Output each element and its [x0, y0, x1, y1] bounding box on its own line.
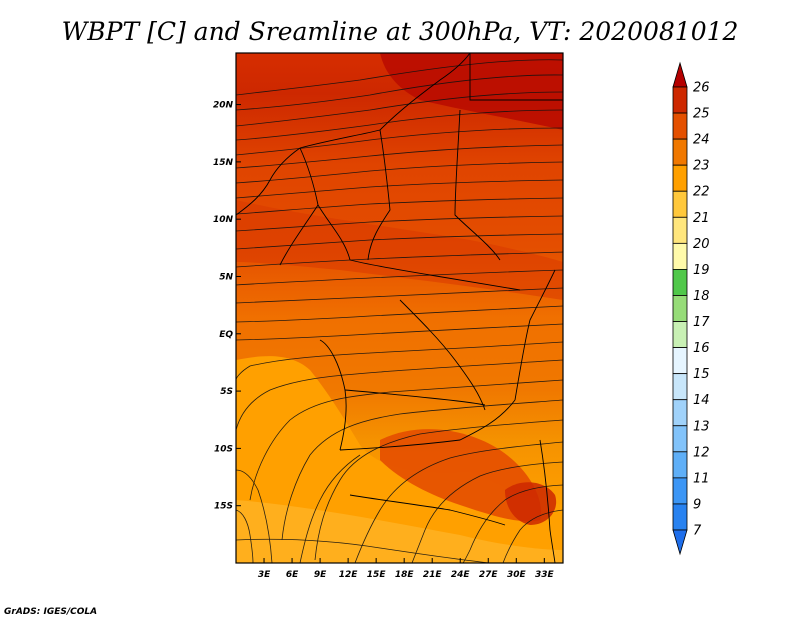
colorbar-swatch [672, 112, 688, 140]
colorbar: 26 25 24 23 22 21 20 19 18 17 16 15 14 13 12 11 9 7 [672, 61, 710, 556]
x-tick-label: 30E [507, 570, 527, 580]
colorbar-bottom-arrow [672, 529, 688, 556]
y-tick-label: 15N [213, 158, 234, 168]
map-panel [236, 53, 563, 563]
x-tick-label: 6E [286, 570, 299, 580]
colorbar-swatch [672, 321, 688, 348]
colorbar-label: 16 [693, 341, 710, 356]
y-axis: 20N 15N 10N 5N EQ 5S 10S 15S [213, 101, 241, 512]
chart-title: WBPT [C] and Sreamline at 300hPa, VT: 20… [62, 17, 739, 46]
colorbar-label: 26 [693, 81, 710, 96]
colorbar-label: 11 [693, 471, 710, 486]
colorbar-swatch [672, 242, 688, 270]
colorbar-label: 23 [693, 159, 710, 174]
x-tick-label: 24E [451, 570, 471, 580]
x-tick-label: 27E [479, 570, 499, 580]
y-tick-label: 5S [220, 387, 233, 397]
colorbar-label: 20 [693, 237, 710, 252]
y-tick-label: 10N [213, 215, 234, 225]
colorbar-label: 7 [693, 524, 702, 539]
colorbar-swatch [672, 138, 688, 166]
colorbar-swatch [672, 190, 688, 218]
map-frame [235, 52, 564, 564]
colorbar-label: 24 [693, 133, 710, 148]
colorbar-label: 25 [693, 107, 710, 122]
wbpt-cool-tongue-lower [236, 500, 563, 563]
colorbar-swatch [672, 373, 688, 401]
streamlines [236, 59, 563, 563]
colorbar-swatch [672, 269, 688, 296]
colorbar-swatch [672, 399, 688, 427]
x-tick-label: 18E [395, 570, 415, 580]
colorbar-swatch [672, 216, 688, 244]
colorbar-label: 22 [693, 185, 710, 200]
x-tick-label: 12E [339, 570, 359, 580]
colorbar-label: 14 [693, 393, 710, 408]
colorbar-label: 21 [693, 211, 710, 226]
colorbar-label: 15 [693, 367, 710, 382]
x-tick-label: 3E [258, 570, 271, 580]
x-tick-label: 33E [535, 570, 555, 580]
y-tick-label: 10S [214, 444, 233, 454]
y-tick-label: EQ [219, 330, 233, 340]
y-tick-label: 5N [219, 272, 233, 282]
colorbar-label: 13 [693, 419, 710, 434]
colorbar-label: 12 [693, 445, 710, 460]
colorbar-swatch [672, 503, 688, 531]
colorbar-label: 19 [693, 263, 710, 278]
grads-credit: GrADS: IGES/COLA [4, 607, 97, 617]
colorbar-label: 18 [693, 289, 710, 304]
colorbar-swatch [672, 425, 688, 453]
wbpt-warm-band-central [236, 200, 563, 300]
x-tick-label: 15E [367, 570, 387, 580]
x-tick-label: 9E [314, 570, 327, 580]
y-tick-label: 15S [214, 502, 233, 512]
x-axis: 3E 6E 9E 12E 15E 18E 21E 24E 27E 30E 33E [258, 558, 555, 580]
colorbar-swatch [672, 347, 688, 375]
x-tick-label: 21E [423, 570, 443, 580]
colorbar-swatch [672, 477, 688, 505]
colorbar-swatch [672, 295, 688, 322]
colorbar-label: 17 [693, 315, 710, 330]
colorbar-swatch [672, 86, 688, 114]
colorbar-top-arrow [672, 61, 688, 88]
colorbar-swatch [672, 451, 688, 479]
colorbar-label: 9 [693, 497, 701, 512]
country-borders [236, 53, 563, 563]
colorbar-swatch [672, 164, 688, 192]
wbpt-warm-lobe-southeast [380, 429, 541, 522]
y-tick-label: 20N [213, 101, 234, 111]
